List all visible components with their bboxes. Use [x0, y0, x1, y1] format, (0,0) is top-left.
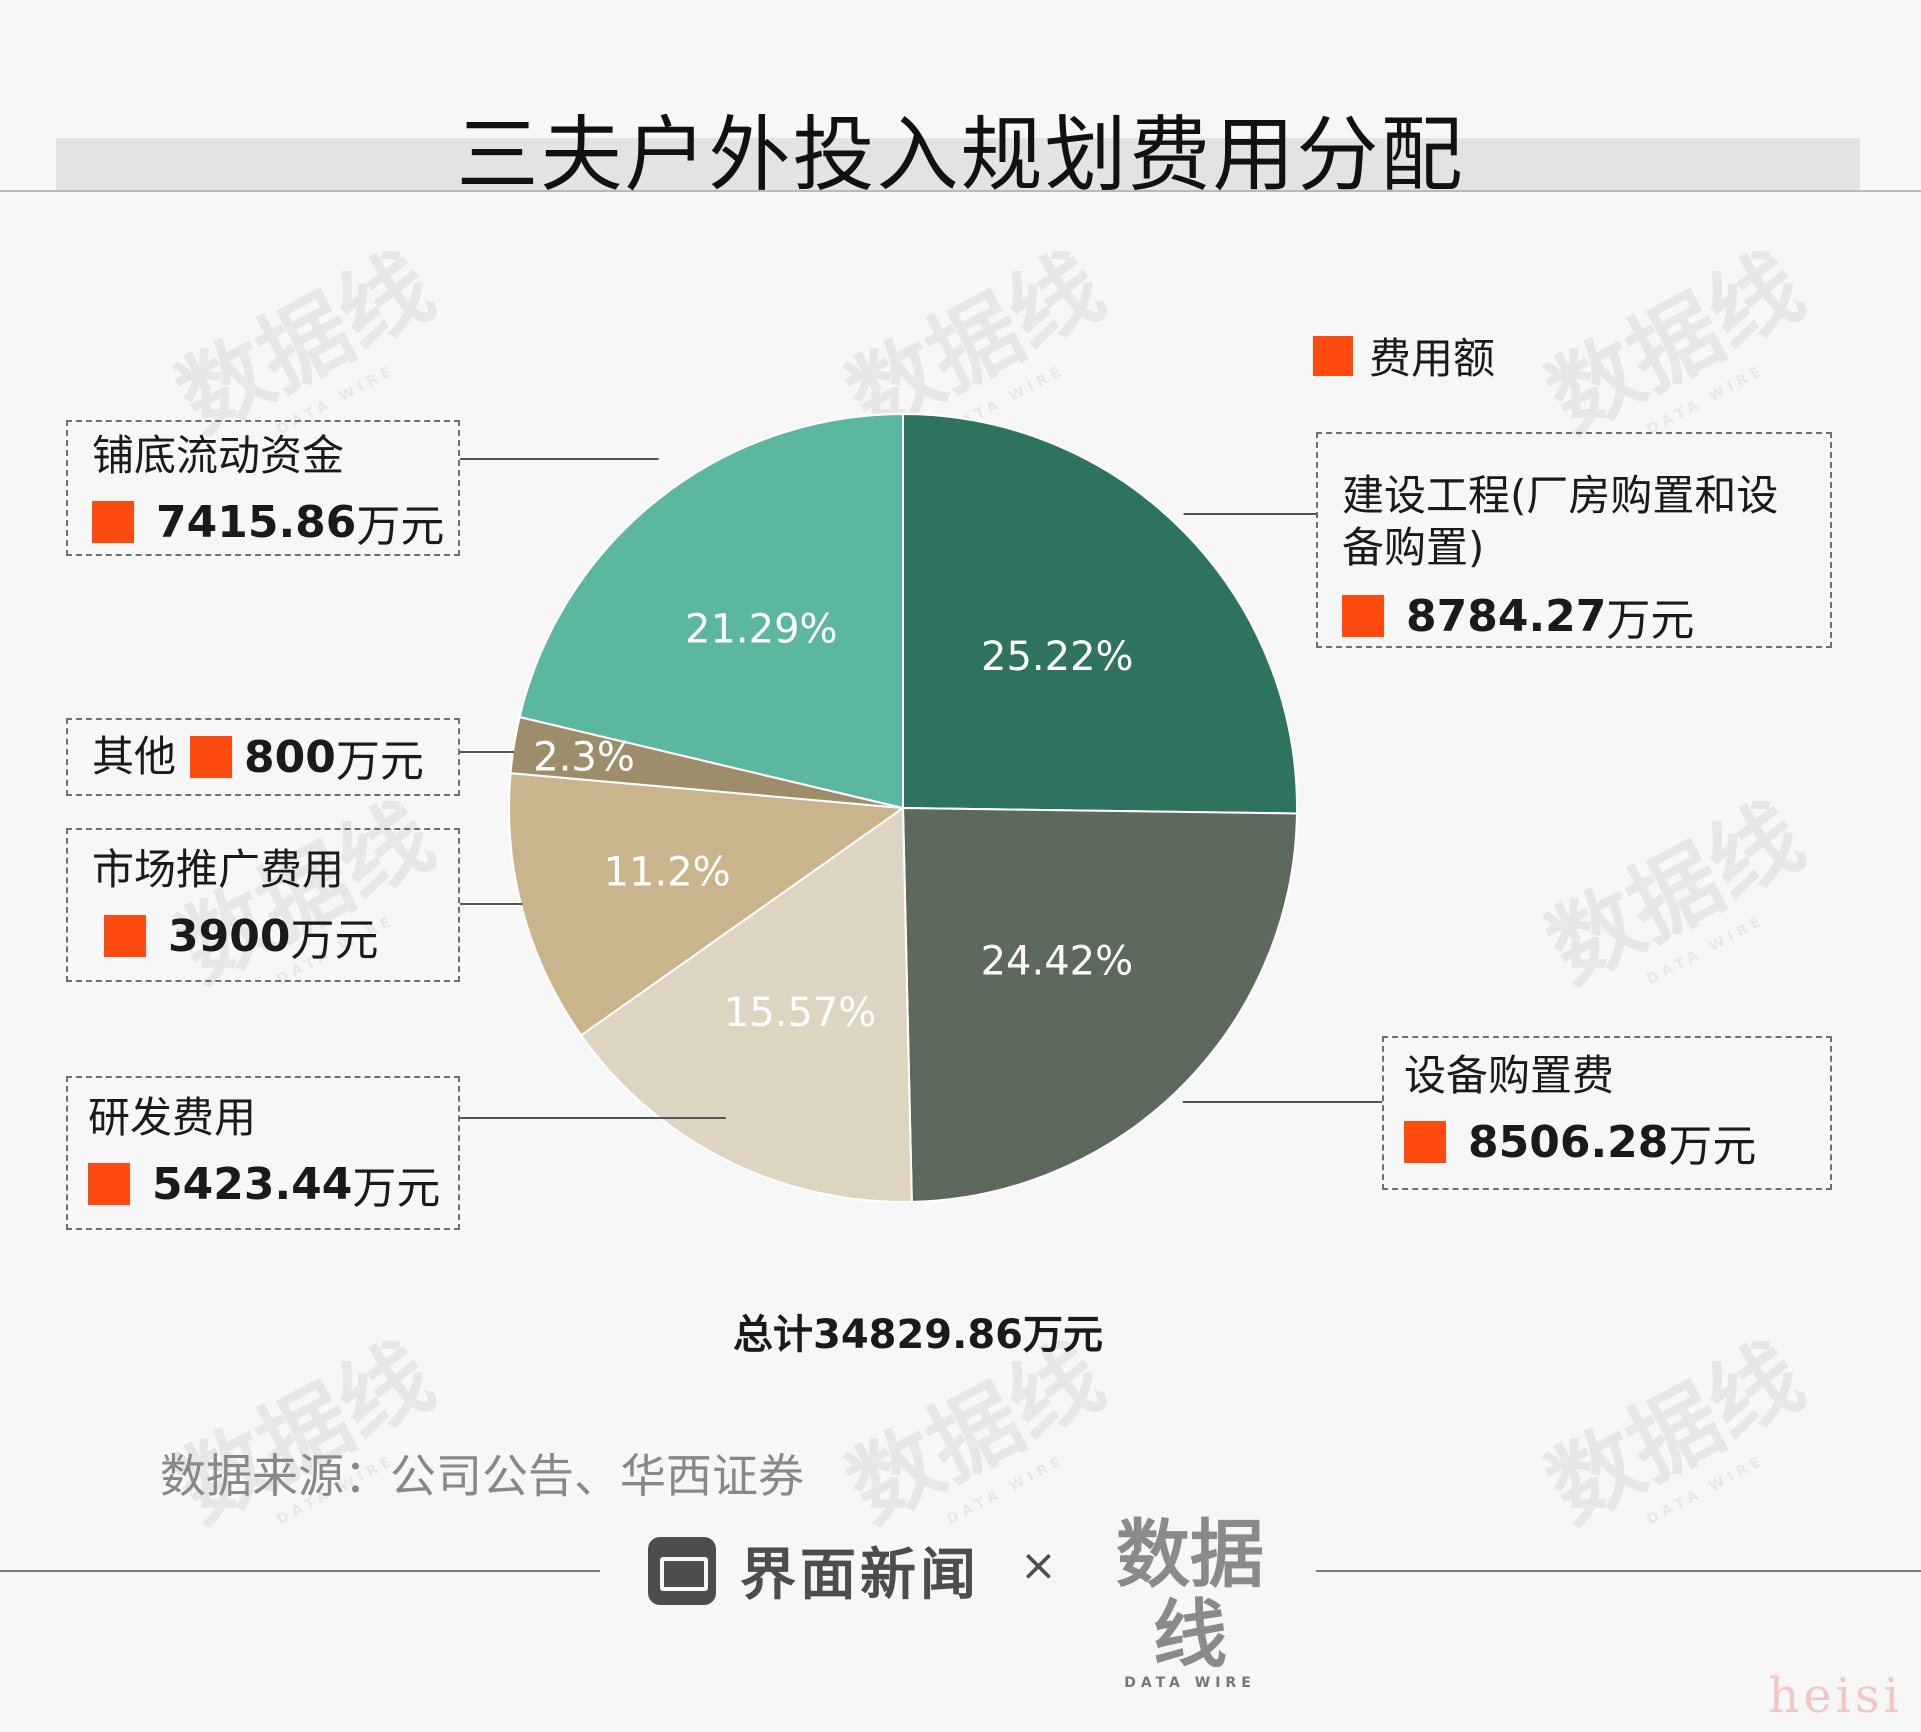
brand-name: 界面新闻 [740, 1543, 980, 1608]
pie-slice [508, 772, 906, 1037]
callout-value: 800 万元 [190, 725, 424, 789]
value-number: 5423.44 [152, 1158, 353, 1210]
footer-line-left [0, 1570, 600, 1572]
corner-watermark: heisi [1768, 1668, 1903, 1724]
callout-value: 5423.44 万元 [88, 1152, 458, 1216]
callout-label: 铺底流动资金 [92, 431, 345, 480]
callout-label: 其他 [92, 732, 177, 781]
value-swatch [92, 501, 134, 543]
chart-title: 三夫户外投入规划费用分配 [456, 108, 1465, 203]
value-number: 8506.28 [1468, 1116, 1669, 1168]
value-number: 800 [244, 731, 336, 783]
callout-value: 7415.86 万元 [92, 490, 458, 554]
partner-sub: DATA WIRE [1124, 1675, 1256, 1691]
value-unit: 万元 [356, 501, 445, 552]
pie-slice [901, 806, 1298, 1203]
callout-other: 其他 800 万元 [66, 718, 460, 796]
slice-percent-label: 11.2% [604, 850, 731, 896]
callout-value: 3900 万元 [92, 904, 458, 968]
callout-marketing: 市场推广费用 3900 万元 [66, 828, 460, 982]
slice-percent-label: 21.29% [685, 607, 838, 653]
title-divider [0, 190, 1921, 192]
footer-line-right [1316, 1570, 1921, 1572]
separator: × [1020, 1540, 1057, 1591]
value-unit: 万元 [1606, 595, 1695, 646]
legend: 费用额 [1313, 325, 1495, 386]
pie-slice [902, 412, 1298, 815]
callout-value: 8784.27 万元 [1342, 584, 1830, 648]
pie-slice [579, 806, 913, 1203]
brand-icon [648, 1536, 716, 1605]
value-unit: 万元 [335, 736, 424, 787]
legend-swatch [1313, 335, 1353, 376]
value-unit: 万元 [352, 1163, 441, 1214]
callout-value: 8506.28 万元 [1404, 1110, 1830, 1174]
value-swatch [190, 736, 233, 778]
callout-construction: 建设工程(厂房购置和设 备购置) 8784.27 万元 [1316, 432, 1832, 648]
legend-label: 费用额 [1369, 334, 1496, 383]
value-swatch [104, 915, 146, 957]
value-number: 8784.27 [1406, 590, 1607, 642]
callout-label-line: 备购置) [1342, 523, 1485, 572]
slice-percent-label: 2.3% [533, 734, 635, 780]
value-swatch [1342, 595, 1384, 637]
callout-label-line: 建设工程(厂房购置和设 [1342, 471, 1779, 520]
slice-percent-label: 24.42% [981, 939, 1134, 985]
partner-mark: 数据线 [1116, 1512, 1264, 1678]
value-unit: 万元 [290, 915, 379, 966]
title-band [56, 138, 1860, 190]
callout-equipment: 设备购置费 8506.28 万元 [1382, 1036, 1832, 1190]
value-number: 3900 [168, 910, 291, 962]
callout-working-capital: 铺底流动资金 7415.86 万元 [66, 420, 460, 556]
slice-percent-label: 25.22% [981, 634, 1134, 680]
slice-percent-label: 15.57% [724, 990, 877, 1036]
callout-rnd: 研发费用 5423.44 万元 [66, 1076, 460, 1230]
callout-label: 设备购置费 [1404, 1051, 1615, 1100]
source-note: 数据来源：公司公告、华西证券 [160, 1449, 804, 1503]
pie-slice [518, 412, 904, 810]
value-number: 7415.86 [156, 496, 357, 548]
callout-label: 市场推广费用 [92, 845, 345, 894]
callout-label: 研发费用 [88, 1093, 257, 1142]
total-label: 总计34829.86万元 [732, 1312, 1104, 1358]
brand-logo: 界面新闻 [648, 1530, 980, 1611]
value-swatch [88, 1163, 130, 1205]
value-unit: 万元 [1668, 1121, 1757, 1172]
value-swatch [1404, 1121, 1446, 1163]
partner-logo: 数据线 DATA WIRE [1100, 1515, 1280, 1691]
